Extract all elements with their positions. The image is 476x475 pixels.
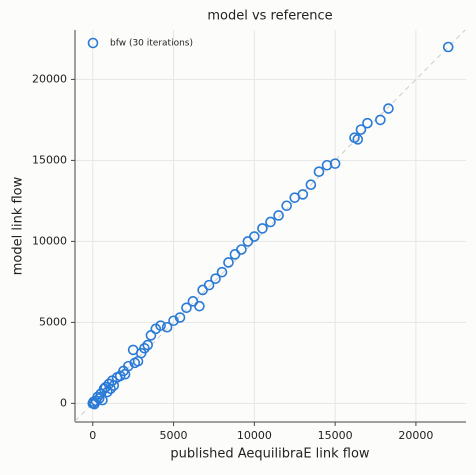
point bbox=[313, 166, 325, 178]
point bbox=[249, 231, 260, 242]
point bbox=[297, 189, 309, 200]
y-tick-label: 15000 bbox=[32, 153, 67, 166]
point bbox=[329, 158, 341, 169]
point bbox=[103, 378, 115, 390]
point bbox=[236, 244, 247, 255]
x-tick-label: 15000 bbox=[318, 429, 353, 442]
x-tick-label: 5000 bbox=[160, 429, 188, 442]
point bbox=[305, 179, 317, 190]
y-tick-label: 5000 bbox=[39, 315, 67, 328]
point bbox=[362, 117, 373, 129]
point bbox=[174, 312, 186, 323]
point bbox=[352, 134, 364, 145]
point bbox=[442, 41, 454, 53]
point bbox=[139, 342, 150, 354]
legend-marker bbox=[87, 37, 99, 49]
point bbox=[203, 279, 215, 291]
x-tick-label: 10000 bbox=[237, 429, 272, 442]
point bbox=[265, 216, 276, 228]
x-tick-label: 20000 bbox=[398, 429, 433, 442]
point bbox=[216, 266, 228, 278]
chart-title: model vs reference bbox=[207, 9, 332, 24]
y-tick-label: 0 bbox=[60, 396, 67, 409]
point bbox=[257, 223, 268, 234]
point bbox=[194, 300, 205, 312]
y-tick-label: 20000 bbox=[32, 72, 67, 85]
point bbox=[97, 394, 108, 406]
x-tick-label: 0 bbox=[89, 429, 96, 442]
point bbox=[123, 360, 134, 372]
y-tick-label: 10000 bbox=[32, 234, 67, 247]
y-axis-label: model link flow bbox=[11, 176, 26, 275]
point bbox=[223, 257, 234, 268]
legend-label: bfw (30 iterations) bbox=[110, 39, 193, 49]
point bbox=[181, 302, 192, 314]
point bbox=[168, 315, 179, 327]
point bbox=[210, 273, 221, 284]
point bbox=[375, 114, 386, 126]
point bbox=[142, 339, 154, 351]
point bbox=[273, 210, 284, 221]
point bbox=[383, 103, 394, 114]
point bbox=[355, 124, 367, 135]
x-axis-label: published AequilibraE link flow bbox=[170, 447, 370, 462]
reference-line bbox=[74, 29, 466, 422]
point bbox=[155, 320, 166, 331]
point bbox=[281, 200, 292, 212]
point bbox=[161, 321, 173, 333]
